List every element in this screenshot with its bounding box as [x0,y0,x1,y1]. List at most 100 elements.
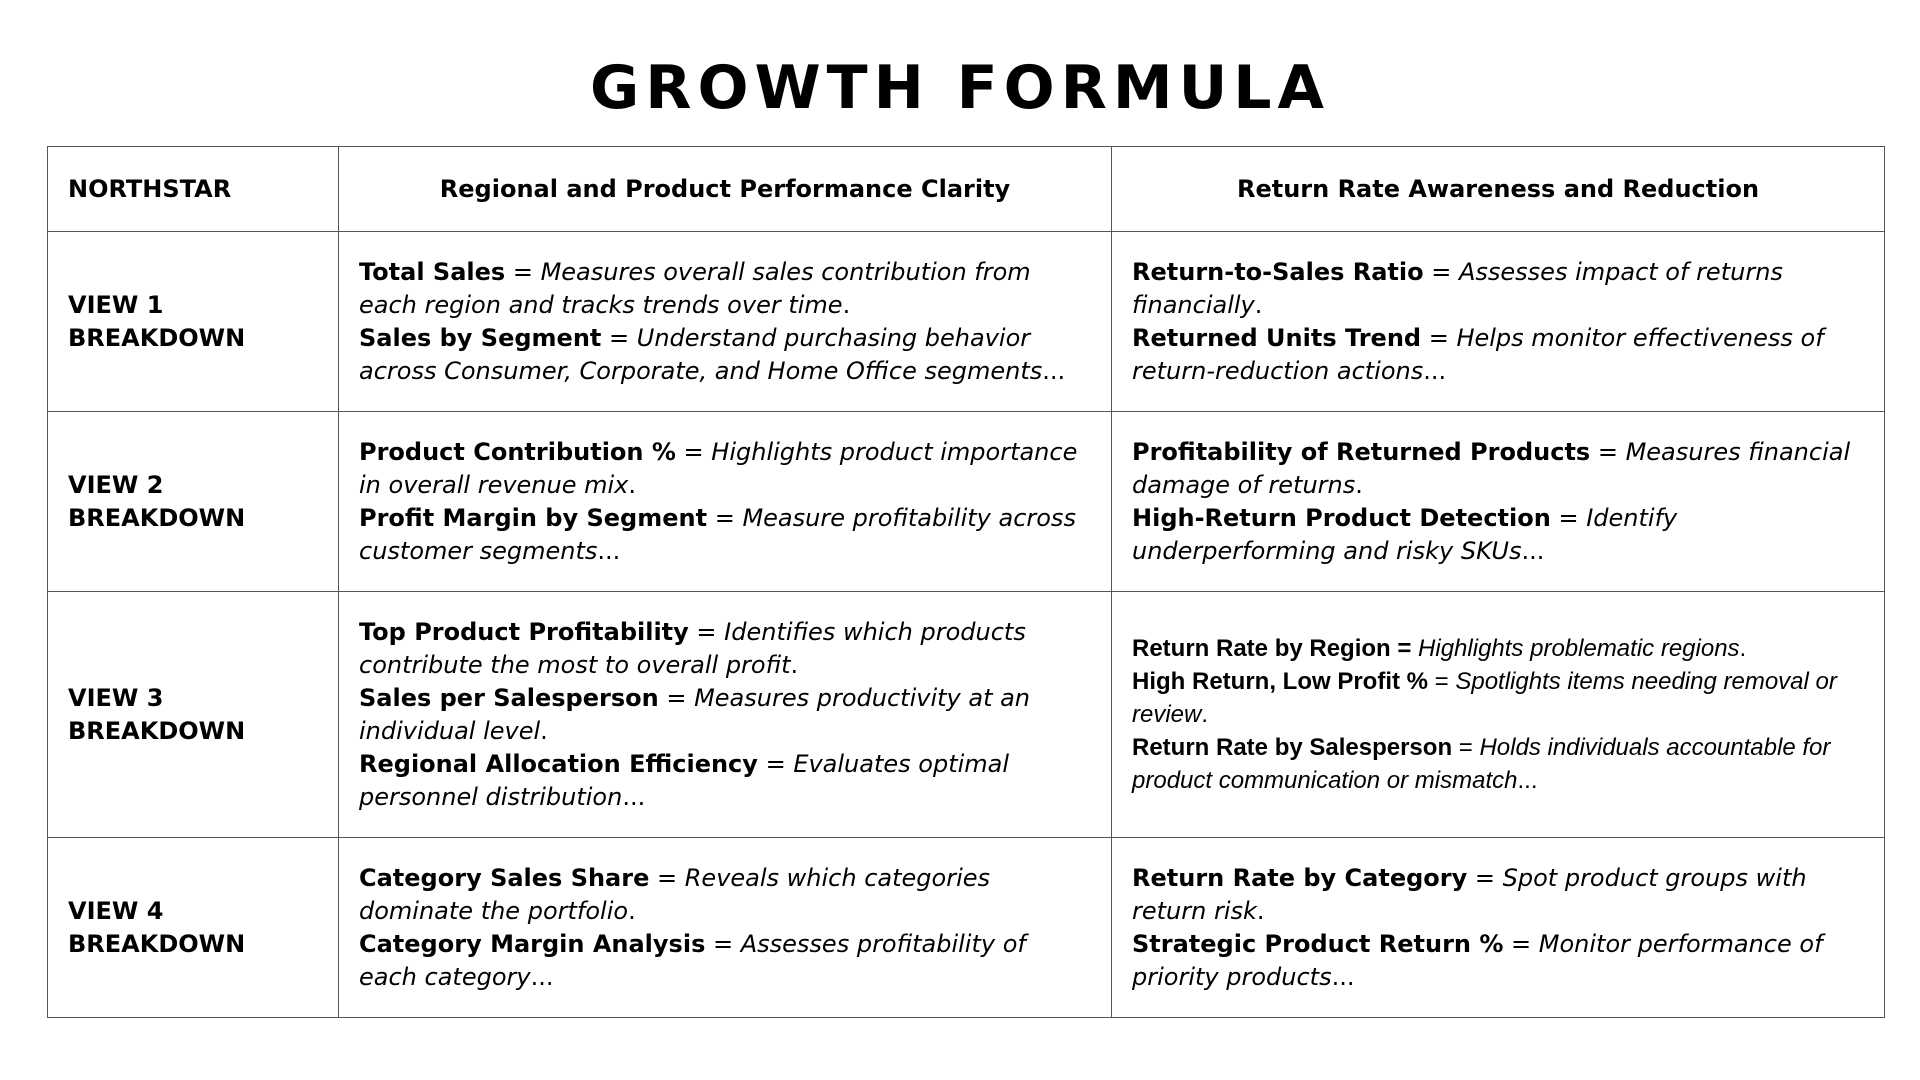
metric-term: Sales by Segment [359,323,602,352]
metric-line: Return-to-Sales Ratio = Assesses impact … [1132,256,1864,322]
header-regional-product: Regional and Product Performance Clarity [338,146,1112,232]
metric-equals: = [675,437,712,466]
metric-description: Holds individuals accountable for produc… [1132,734,1831,794]
metric-description: Identify underperforming and risky SKUs [1132,503,1678,565]
metric-line: Category Margin Analysis = Assesses prof… [359,928,1091,994]
metric-description: Highlights problematic regions [1418,635,1740,662]
metric-term: Return Rate by Category [1132,863,1468,892]
metric-ending: . [1739,635,1747,662]
metric-ending: . [628,896,636,925]
metric-line: Product Contribution % = Highlights prod… [359,436,1091,502]
metric-description: Monitor performance of priority products [1132,929,1823,991]
metric-equals: = [505,257,541,286]
metric-term: Category Margin Analysis [359,929,706,958]
metric-ending: ... [1042,356,1066,385]
metric-term: Return Rate by Region = [1132,635,1412,662]
metric-description: Measures overall sales contribution from… [359,257,1031,319]
metric-ending: ... [1517,767,1538,794]
metric-ending: . [1201,701,1209,728]
table-row: VIEW 1 BREAKDOWN Total Sales = Measures … [47,231,1885,412]
metric-description: Measure profitability across customer se… [359,503,1076,565]
metric-description: Spot product groups with return risk [1132,863,1807,925]
metric-ending: ... [1331,962,1355,991]
metric-line: Profit Margin by Segment = Measure profi… [359,502,1091,568]
metric-description: Measures productivity at an individual l… [359,683,1031,745]
metric-line: Regional Allocation Efficiency = Evaluat… [359,748,1091,814]
metric-ending: ... [530,962,554,991]
metric-term: Profitability of Returned Products [1132,437,1591,466]
metric-description: Spotlights items needing removal or revi… [1132,668,1837,728]
metric-ending: . [1254,290,1263,319]
metric-description: Identifies which products contribute the… [359,617,1026,679]
metric-equals: = [601,323,637,352]
metric-description: Assesses impact of returns financially [1132,257,1783,319]
metric-ending: ... [597,536,621,565]
metric-ending: . [842,290,851,319]
row-label: VIEW 4 BREAKDOWN [47,837,339,1018]
metric-line: Category Sales Share = Reveals which cat… [359,862,1091,928]
metric-line: High Return, Low Profit % = Spotlights i… [1132,665,1864,731]
metric-description: Measures financial damage of returns [1132,437,1851,499]
table-row: VIEW 3 BREAKDOWN Top Product Profitabili… [47,591,1885,838]
metric-equals: = [705,929,741,958]
table-row: VIEW 2 BREAKDOWN Product Contribution % … [47,411,1885,592]
metric-line: Strategic Product Return % = Monitor per… [1132,928,1864,994]
metric-line: Returned Units Trend = Helps monitor eff… [1132,322,1864,388]
metric-term: Sales per Salesperson [359,683,659,712]
metric-ending: ... [1423,356,1447,385]
metric-term: Returned Units Trend [1132,323,1422,352]
page-title: GROWTH FORMULA [590,53,1330,123]
growth-formula-table: NORTHSTAR Regional and Product Performan… [47,146,1885,1018]
metric-equals: = [1452,734,1480,761]
metric-equals: = [1427,668,1456,695]
metric-ending: . [1256,896,1265,925]
metric-term: Profit Margin by Segment [359,503,708,532]
metrics-cell-return: Profitability of Returned Products = Mea… [1111,411,1885,592]
metric-term: Product Contribution % [359,437,676,466]
metric-description: Understand purchasing behavior across Co… [359,323,1043,385]
metric-term: Regional Allocation Efficiency [359,749,758,778]
metric-equals: = [688,617,725,646]
metric-term: Return-to-Sales Ratio [1132,257,1424,286]
metric-term: High-Return Product Detection [1132,503,1551,532]
metric-term: Return Rate by Salesperson [1132,734,1453,761]
metric-line: Return Rate by Region = Highlights probl… [1132,632,1864,665]
metric-line: Return Rate by Salesperson = Holds indiv… [1132,731,1864,797]
metric-equals: = [1467,863,1503,892]
metric-description: Helps monitor effectiveness of return-re… [1132,323,1824,385]
row-label: VIEW 2 BREAKDOWN [47,411,339,592]
metric-term: Category Sales Share [359,863,650,892]
metric-line: Total Sales = Measures overall sales con… [359,256,1091,322]
row-label: VIEW 1 BREAKDOWN [47,231,339,412]
table-header-row: NORTHSTAR Regional and Product Performan… [47,146,1885,232]
metric-ending: . [628,470,637,499]
metrics-cell-regional: Product Contribution % = Highlights prod… [338,411,1112,592]
metric-term: Strategic Product Return % [1132,929,1504,958]
metrics-cell-return: Return-to-Sales Ratio = Assesses impact … [1111,231,1885,412]
header-return-rate: Return Rate Awareness and Reduction [1111,146,1885,232]
table-row: VIEW 4 BREAKDOWN Category Sales Share = … [47,837,1885,1018]
metric-description: Highlights product importance in overall… [359,437,1078,499]
metric-ending: . [790,650,799,679]
metric-equals: = [1423,257,1459,286]
metric-line: Sales per Salesperson = Measures product… [359,682,1091,748]
metric-description: Reveals which categories dominate the po… [359,863,991,925]
row-label: VIEW 3 BREAKDOWN [47,591,339,838]
header-northstar: NORTHSTAR [47,146,339,232]
metric-line: Return Rate by Category = Spot product g… [1132,862,1864,928]
metric-line: Sales by Segment = Understand purchasing… [359,322,1091,388]
metrics-cell-regional: Top Product Profitability = Identifies w… [338,591,1112,838]
metrics-cell-regional: Total Sales = Measures overall sales con… [338,231,1112,412]
metric-equals: = [1590,437,1626,466]
metric-term: High Return, Low Profit % [1132,668,1428,695]
metric-equals: = [1503,929,1539,958]
metrics-cell-return: Return Rate by Category = Spot product g… [1111,837,1885,1018]
metrics-cell-return: Return Rate by Region = Highlights probl… [1111,591,1885,838]
metric-ending: ... [622,782,646,811]
metric-line: Top Product Profitability = Identifies w… [359,616,1091,682]
metric-equals: = [658,683,695,712]
metric-ending: . [540,716,548,745]
metric-ending: ... [1521,536,1545,565]
metric-term: Total Sales [359,257,506,286]
metric-line: Profitability of Returned Products = Mea… [1132,436,1864,502]
